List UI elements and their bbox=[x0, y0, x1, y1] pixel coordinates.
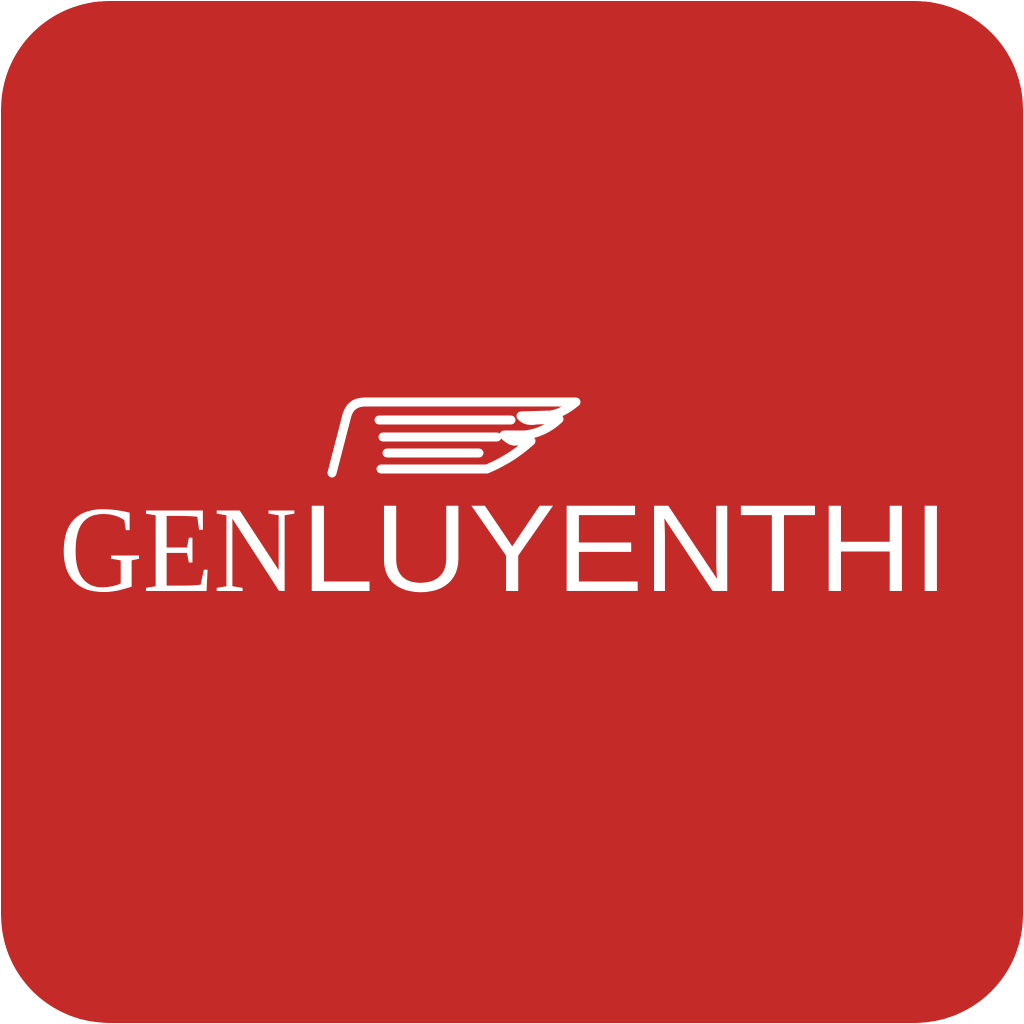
wordmark-gen: GEN bbox=[59, 481, 297, 618]
wing-emblem-icon bbox=[327, 397, 581, 478]
wordmark-luyenthi: LUYENTHI bbox=[301, 480, 949, 618]
wing-outline bbox=[327, 397, 581, 478]
